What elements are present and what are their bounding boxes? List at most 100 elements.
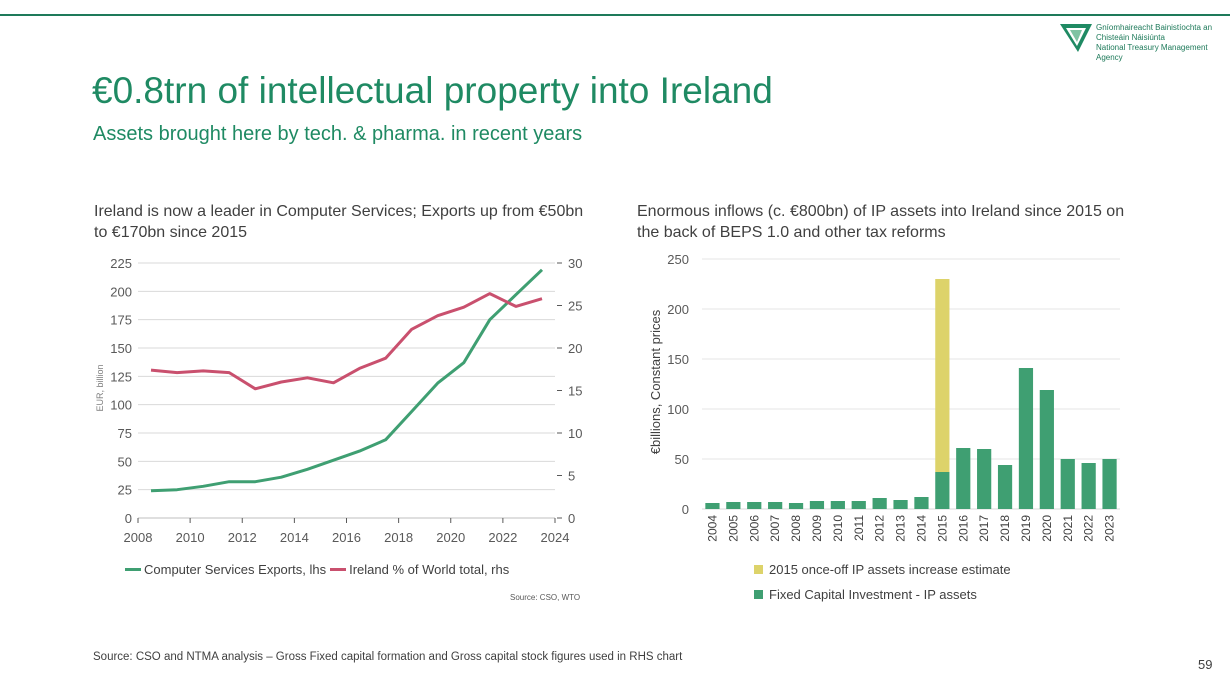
y2-tick-label: 5 bbox=[568, 469, 575, 484]
x-tick-label: 2023 bbox=[1103, 515, 1117, 542]
x-tick-label: 2013 bbox=[894, 515, 908, 542]
legend-swatch-share bbox=[330, 568, 347, 571]
bar-2013-series-0 bbox=[893, 500, 908, 509]
line-chart: 0 25 50 75 100 125 150 175 200 225 0 5 10 15 20 25 30 200… bbox=[95, 256, 582, 545]
y2-tick-label: 10 bbox=[568, 426, 582, 441]
logo-text: Gníomhaireacht Bainistíochta an Chisteái… bbox=[1096, 23, 1228, 63]
y2-tick-label: 30 bbox=[568, 256, 582, 271]
x-tick-label: 2008 bbox=[124, 530, 153, 545]
y-tick-label: 200 bbox=[110, 284, 132, 299]
footer-source: Source: CSO and NTMA analysis – Gross Fi… bbox=[93, 651, 683, 663]
y-tick-label: 175 bbox=[110, 313, 132, 328]
left-chart-source: Source: CSO, WTO bbox=[510, 593, 581, 602]
page-subtitle: Assets brought here by tech. & pharma. i… bbox=[93, 123, 583, 145]
y-tick-label: 200 bbox=[667, 302, 689, 317]
y-tick-label: 75 bbox=[118, 426, 132, 441]
x-tick-label: 2010 bbox=[831, 515, 845, 542]
right-legend-ip: Fixed Capital Investment - IP assets bbox=[754, 587, 977, 602]
y2-tick-label: 20 bbox=[568, 341, 582, 356]
legend-swatch-exports bbox=[125, 568, 141, 571]
x-tick-label: 2016 bbox=[332, 530, 361, 545]
x-tick-label: 2016 bbox=[956, 515, 970, 542]
bar-2018-series-0 bbox=[997, 465, 1013, 509]
y-axis-label: EUR, billion bbox=[95, 364, 105, 411]
y2-tick-label: 15 bbox=[568, 384, 582, 399]
logo-text-irish: Gníomhaireacht Bainistíochta an Chisteái… bbox=[1096, 23, 1213, 42]
x-tick-label: 2020 bbox=[1040, 515, 1054, 542]
y-tick-label: 100 bbox=[110, 398, 132, 413]
y-tick-label: 125 bbox=[110, 369, 132, 384]
bar-chart: 0 50 100 150 200 250 €billions, Constant price… bbox=[648, 252, 1120, 542]
x-tick-label: 2021 bbox=[1061, 515, 1075, 542]
bar-2012-series-0 bbox=[872, 498, 887, 509]
right-chart-title: Enormous inflows (c. €800bn) of IP asset… bbox=[637, 203, 1125, 241]
y2-tick-label: 0 bbox=[568, 511, 575, 526]
series-line-1 bbox=[150, 292, 543, 391]
bar-2010-series-0 bbox=[830, 501, 845, 509]
x-tick-label: 2020 bbox=[436, 530, 465, 545]
page-title: €0.8trn of intellectual property into Ir… bbox=[92, 70, 773, 111]
bar-2016-series-0 bbox=[956, 448, 971, 509]
left-legend: Computer Services Exports, lhs Ireland %… bbox=[125, 562, 509, 577]
bar-2004-series-0 bbox=[705, 503, 720, 509]
bar-2005-series-0 bbox=[726, 502, 741, 509]
x-tick-label: 2012 bbox=[228, 530, 257, 545]
x-tick-label: 2004 bbox=[705, 515, 719, 542]
x-tick-label: 2014 bbox=[914, 515, 928, 542]
bar-2017-series-0 bbox=[977, 449, 992, 509]
logo-text-english: National Treasury Management Agency bbox=[1096, 43, 1208, 62]
y-tick-label: 100 bbox=[667, 402, 689, 417]
x-tick-label: 2009 bbox=[810, 515, 824, 542]
y-tick-label: 225 bbox=[110, 256, 132, 271]
x-tick-label: 2005 bbox=[726, 515, 740, 542]
legend-swatch-ip bbox=[754, 590, 763, 599]
bar-2006-series-0 bbox=[747, 502, 762, 509]
bar-2007-series-0 bbox=[768, 502, 783, 509]
bar-2014-series-0 bbox=[914, 497, 929, 509]
x-tick-label: 2018 bbox=[384, 530, 413, 545]
y-tick-label: 25 bbox=[118, 483, 132, 498]
bar-2020-series-0 bbox=[1039, 390, 1054, 509]
x-tick-label: 2011 bbox=[852, 515, 866, 541]
legend-label-exports: Computer Services Exports, lhs bbox=[144, 562, 327, 577]
x-tick-label: 2006 bbox=[747, 515, 761, 542]
header-rule bbox=[0, 14, 1230, 16]
y-axis-label: €billions, Constant prices bbox=[648, 309, 663, 454]
y-tick-label: 250 bbox=[667, 252, 689, 267]
x-tick-label: 2022 bbox=[1082, 515, 1096, 542]
bar-2008-series-0 bbox=[788, 503, 804, 509]
x-tick-label: 2022 bbox=[488, 530, 517, 545]
x-tick-label: 2017 bbox=[977, 515, 991, 542]
x-tick-label: 2019 bbox=[1019, 515, 1033, 542]
x-tick-label: 2007 bbox=[768, 515, 782, 542]
legend-swatch-once-off bbox=[754, 565, 763, 574]
bar-2009-series-0 bbox=[809, 501, 825, 509]
legend-label-ip: Fixed Capital Investment - IP assets bbox=[769, 587, 977, 602]
x-tick-label: 2010 bbox=[176, 530, 205, 545]
x-tick-label: 2018 bbox=[998, 515, 1012, 542]
harp-logo-icon bbox=[1060, 24, 1092, 52]
legend-label-once-off: 2015 once-off IP assets increase estimat… bbox=[769, 562, 1011, 577]
y-tick-label: 150 bbox=[667, 352, 689, 367]
page-number: 59 bbox=[1198, 657, 1213, 672]
y-tick-label: 50 bbox=[675, 452, 689, 467]
y-tick-label: 150 bbox=[110, 341, 132, 356]
bar-2022-series-0 bbox=[1081, 463, 1096, 509]
x-tick-label: 2015 bbox=[935, 515, 949, 542]
y-tick-label: 0 bbox=[125, 511, 132, 526]
series-line-0 bbox=[150, 268, 544, 493]
bar-2023-series-0 bbox=[1102, 459, 1117, 509]
y2-tick-label: 25 bbox=[568, 299, 582, 314]
legend-label-share: Ireland % of World total, rhs bbox=[349, 562, 510, 577]
bar-2015-series-1 bbox=[935, 279, 950, 472]
bar-2011-series-0 bbox=[851, 501, 866, 509]
x-tick-label: 2008 bbox=[789, 515, 803, 542]
ntma-logo: Gníomhaireacht Bainistíochta an Chisteái… bbox=[1058, 20, 1228, 62]
right-legend-once-off: 2015 once-off IP assets increase estimat… bbox=[754, 562, 1011, 577]
x-tick-label: 2024 bbox=[541, 530, 570, 545]
y-tick-label: 50 bbox=[118, 454, 132, 469]
left-chart-title: Ireland is now a leader in Computer Serv… bbox=[94, 203, 584, 241]
bar-2021-series-0 bbox=[1060, 459, 1075, 509]
bar-2015-series-0 bbox=[935, 472, 950, 509]
bar-2019-series-0 bbox=[1018, 368, 1034, 509]
